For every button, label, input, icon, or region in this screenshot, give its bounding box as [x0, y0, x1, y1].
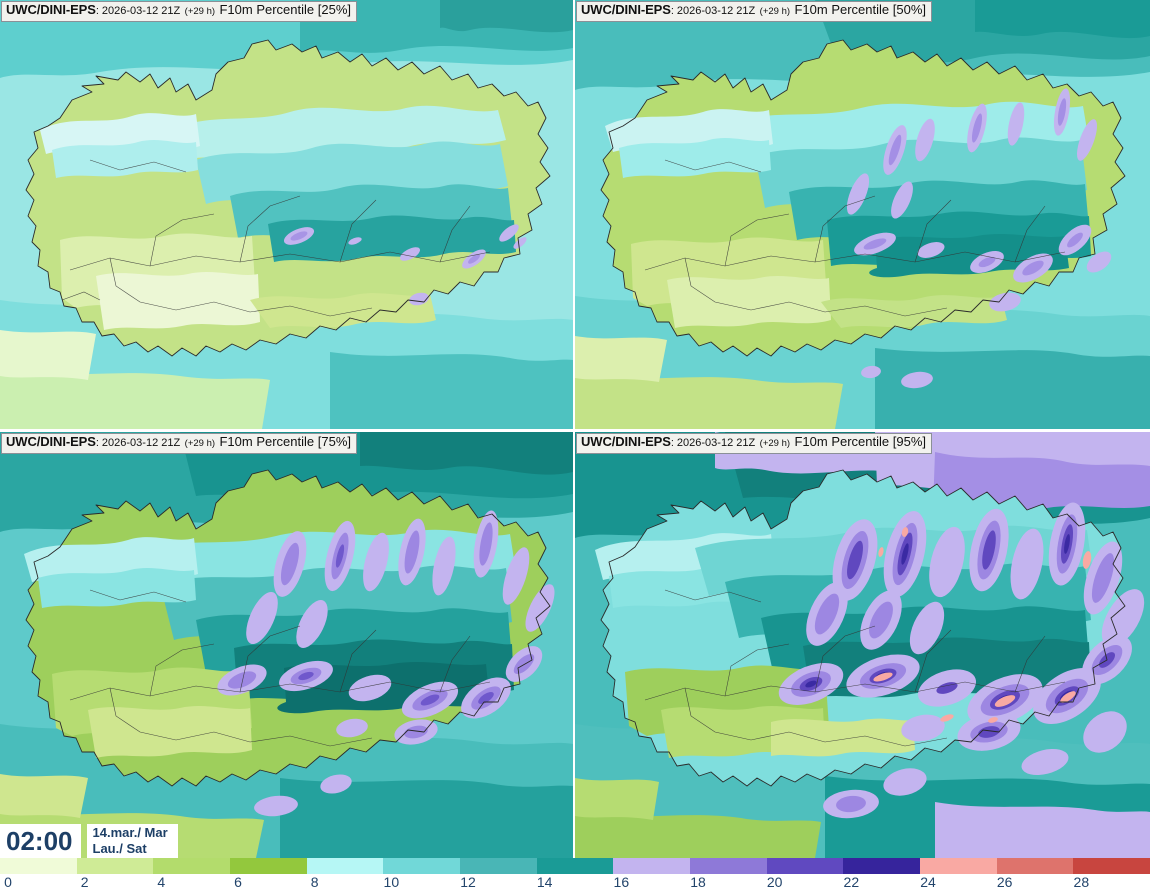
colorbar-band-24-26	[920, 858, 997, 874]
colorbar-tick-26: 26	[996, 874, 1013, 890]
panel-title-lead: (+29 h)	[184, 438, 216, 449]
colorbar-band-22-24	[843, 858, 921, 874]
colorbar-band-12-14	[460, 858, 537, 874]
contour-field-p50	[575, 0, 1150, 429]
colorbar-band-28-30	[1073, 858, 1150, 874]
panel-title-run: : 2026-03-12 21Z	[95, 5, 181, 17]
panel-title-lead: (+29 h)	[759, 438, 791, 449]
colorbar-tick-8: 8	[310, 874, 319, 890]
road-network-p50	[644, 159, 1066, 317]
colorbar-tick-6: 6	[234, 874, 242, 890]
colorbar-tick-12: 12	[460, 874, 476, 890]
valid-weekday: Lau./ Sat	[92, 841, 147, 856]
panel-title-variable: F10m Percentile [95%]	[794, 434, 926, 449]
panel-title-run: : 2026-03-12 21Z	[670, 437, 756, 449]
valid-time-clock: 02:00	[0, 824, 81, 858]
valid-date: 14.mar./ Mar	[92, 825, 168, 840]
panel-grid: UWC/DINI-EPS: 2026-03-12 21Z (+29 h) F10…	[0, 0, 1150, 858]
map-panel-p75[interactable]: UWC/DINI-EPS: 2026-03-12 21Z (+29 h) F10…	[0, 429, 573, 858]
colorbar-tick-28: 28	[1073, 874, 1090, 890]
colorbar-band-6-8	[230, 858, 307, 874]
road-network-p75	[69, 589, 491, 747]
panel-title-run: : 2026-03-12 21Z	[670, 5, 756, 17]
wind-field-map-p95	[575, 432, 1150, 858]
colorbar-legend[interactable]: 0 2 4 6 8 10 12 14 16 18 20 22 24 26 28	[0, 858, 1150, 891]
map-panel-p25[interactable]: UWC/DINI-EPS: 2026-03-12 21Z (+29 h) F10…	[0, 0, 573, 429]
colorbar-tick-22: 22	[843, 874, 860, 890]
high-wind-cells-p75	[217, 510, 555, 817]
road-network-p95	[644, 589, 1066, 747]
valid-time-overlay: 02:00 14.mar./ Mar Lau./ Sat	[0, 824, 178, 858]
colorbar-tick-24: 24	[920, 874, 936, 890]
colorbar-band-0-2	[0, 858, 77, 874]
high-wind-cells-p25	[283, 224, 527, 306]
colorbar-tick-0: 0	[4, 874, 12, 890]
colorbar-band-14-16	[536, 858, 614, 874]
map-panel-p95[interactable]: UWC/DINI-EPS: 2026-03-12 21Z (+29 h) F10…	[573, 429, 1150, 858]
panel-title-lead: (+29 h)	[184, 6, 216, 17]
colorbar-swatches	[0, 858, 1150, 874]
colorbar-band-4-6	[153, 858, 231, 874]
panel-title-variable: F10m Percentile [75%]	[219, 434, 351, 449]
colorbar-tick-10: 10	[383, 874, 400, 890]
colorbar-tick-4: 4	[157, 874, 166, 890]
colorbar-band-20-22	[766, 858, 844, 874]
colorbar-band-8-10	[306, 858, 384, 874]
high-wind-cells-p95	[778, 502, 1145, 819]
panel-title-model: UWC/DINI-EPS	[581, 2, 671, 17]
colorbar-tick-18: 18	[690, 874, 706, 890]
colorbar-tick-labels: 0 2 4 6 8 10 12 14 16 18 20 22 24 26 28	[0, 874, 1150, 891]
panel-title-p75: UWC/DINI-EPS: 2026-03-12 21Z (+29 h) F10…	[1, 433, 357, 454]
contour-field-p95	[575, 432, 1150, 858]
colorbar-band-16-18	[613, 858, 691, 874]
map-panel-p50[interactable]: UWC/DINI-EPS: 2026-03-12 21Z (+29 h) F10…	[573, 0, 1150, 429]
extreme-wind-cores-p95	[873, 527, 1092, 723]
wind-field-map-p25	[0, 0, 573, 429]
road-network-p25	[61, 159, 491, 317]
panel-title-lead: (+29 h)	[759, 6, 791, 17]
panel-title-model: UWC/DINI-EPS	[6, 2, 96, 17]
panel-title-p95: UWC/DINI-EPS: 2026-03-12 21Z (+29 h) F10…	[576, 433, 932, 454]
panel-title-p25: UWC/DINI-EPS: 2026-03-12 21Z (+29 h) F10…	[1, 1, 357, 22]
wind-field-map-p50	[575, 0, 1150, 429]
contour-field-p75	[0, 432, 573, 858]
colorbar-band-2-4	[76, 858, 154, 874]
valid-date-block: 14.mar./ Mar Lau./ Sat	[86, 824, 178, 858]
colorbar-band-26-28	[996, 858, 1074, 874]
panel-title-variable: F10m Percentile [25%]	[219, 2, 351, 17]
colorbar-tick-20: 20	[766, 874, 783, 890]
panel-title-model: UWC/DINI-EPS	[6, 434, 96, 449]
colorbar-tick-2: 2	[80, 874, 89, 890]
panel-title-model: UWC/DINI-EPS	[581, 434, 671, 449]
colorbar-band-18-20	[690, 858, 767, 874]
contour-field-p25	[0, 0, 573, 429]
panel-title-p50: UWC/DINI-EPS: 2026-03-12 21Z (+29 h) F10…	[576, 1, 932, 22]
colorbar-tick-14: 14	[536, 874, 553, 890]
panel-title-variable: F10m Percentile [50%]	[794, 2, 926, 17]
colorbar-band-10-12	[383, 858, 461, 874]
wind-field-map-p75	[0, 432, 573, 858]
colorbar-tick-16: 16	[613, 874, 630, 890]
panel-title-run: : 2026-03-12 21Z	[95, 437, 181, 449]
high-wind-cells-p50	[846, 88, 1112, 389]
